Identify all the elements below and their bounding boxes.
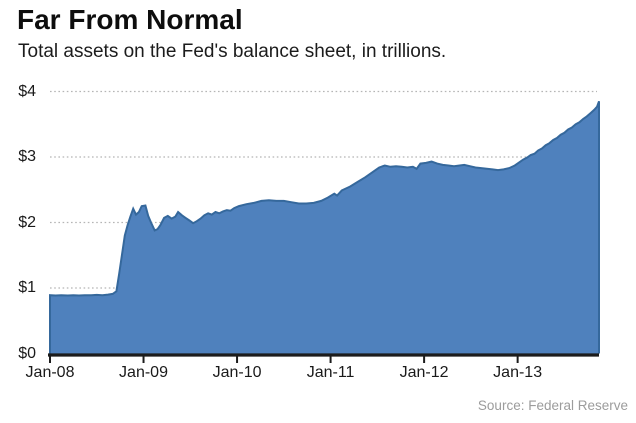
source-note: Source: Federal Reserve [477,398,628,413]
y-axis-label: $0 [18,344,36,362]
chart-subtitle: Total assets on the Fed's balance sheet,… [18,41,447,62]
y-axis-label: $2 [18,213,36,231]
chart-title: Far From Normal [17,4,243,35]
x-axis-label: Jan-13 [493,364,543,381]
y-axis-label: $4 [18,82,36,100]
area-series-line [49,100,600,354]
x-axis-label: Jan-08 [25,364,75,381]
x-axis-label: Jan-11 [306,364,355,381]
area-series-fill [50,101,599,354]
y-axis-label: $1 [18,279,36,296]
x-axis-label: Jan-10 [212,364,262,381]
x-axis-label: Jan-09 [119,364,168,381]
y-axis-label: $3 [18,148,36,165]
x-axis-label: Jan-12 [399,364,449,381]
